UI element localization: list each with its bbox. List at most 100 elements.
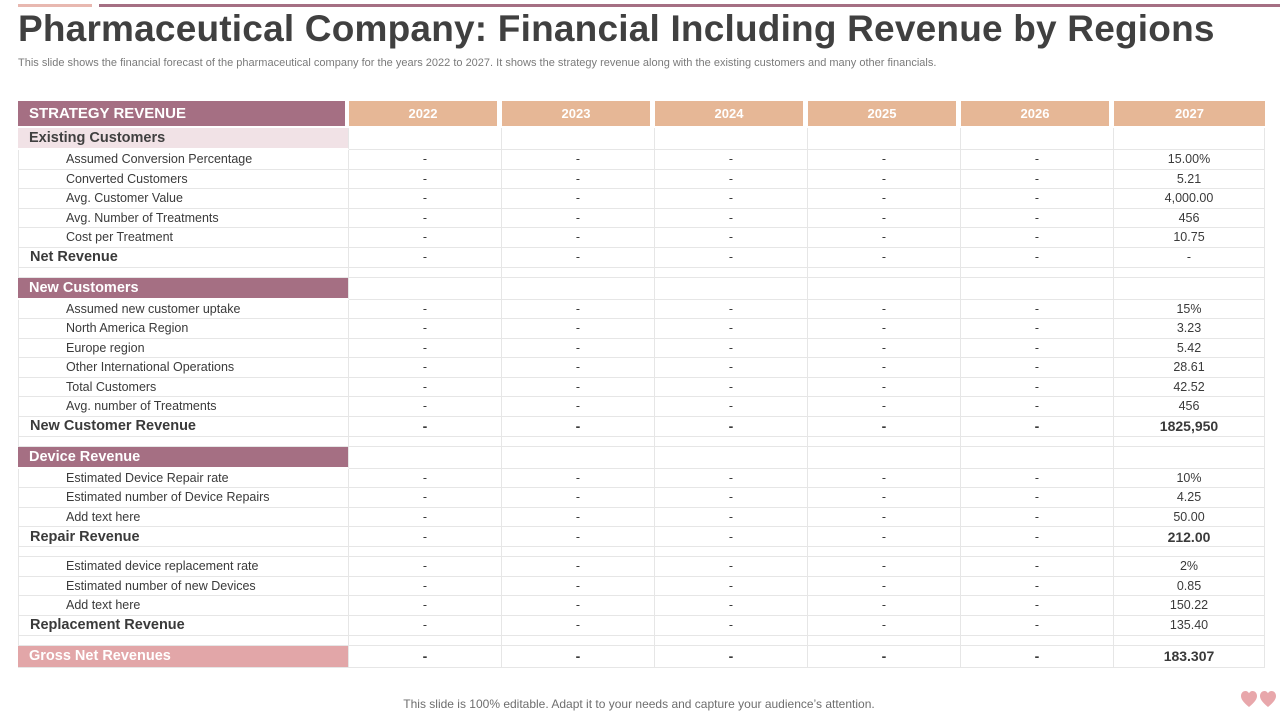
value-cell: - xyxy=(502,228,655,248)
row-label: Repair Revenue xyxy=(18,527,349,547)
value-cell: - xyxy=(502,189,655,209)
section-device-revenue-empty-cell xyxy=(961,446,1114,469)
value-cell: - xyxy=(961,377,1114,397)
table-row: Assumed new customer uptake - - - - -15% xyxy=(18,299,1265,319)
value-cell: 15.00% xyxy=(1114,150,1265,170)
spacer-row-cell xyxy=(502,267,655,278)
value-cell: - xyxy=(808,397,961,417)
spacer-row xyxy=(18,547,1265,557)
table-row: Estimated number of Device Repairs - - - - -4… xyxy=(18,488,1265,508)
row-label: Estimated Device Repair rate xyxy=(18,468,349,488)
value-cell: - xyxy=(655,338,808,358)
row-label: Other International Operations xyxy=(18,358,349,378)
row-label: North America Region xyxy=(18,319,349,339)
header-year-2023: 2023 xyxy=(502,101,655,128)
value-cell: - xyxy=(808,468,961,488)
value-cell: - xyxy=(808,645,961,668)
value-cell: - xyxy=(808,358,961,378)
value-cell: - xyxy=(1114,247,1265,268)
value-cell: 2% xyxy=(1114,557,1265,577)
section-device-revenue-empty-cell xyxy=(502,446,655,469)
value-cell: 4,000.00 xyxy=(1114,189,1265,209)
value-cell: - xyxy=(349,150,502,170)
value-cell: - xyxy=(655,507,808,527)
value-cell: - xyxy=(349,299,502,319)
value-cell: - xyxy=(655,468,808,488)
row-label: Estimated number of Device Repairs xyxy=(18,488,349,508)
spacer-row-cell xyxy=(502,436,655,447)
table-row: Other International Operations - - - - -28.61 xyxy=(18,358,1265,378)
value-cell: - xyxy=(502,596,655,616)
table-row: Cost per Treatment - - - - -10.75 xyxy=(18,228,1265,248)
value-cell: - xyxy=(349,596,502,616)
value-cell: - xyxy=(349,416,502,437)
strategy-revenue-table: STRATEGY REVENUE 2022 2023 2024 2025 202… xyxy=(18,101,1265,668)
strategy-revenue-table-container: STRATEGY REVENUE 2022 2023 2024 2025 202… xyxy=(18,101,1265,668)
value-cell: - xyxy=(502,169,655,189)
table-row: Total Customers - - - - -42.52 xyxy=(18,377,1265,397)
value-cell: - xyxy=(655,299,808,319)
value-cell: - xyxy=(502,247,655,268)
value-cell: - xyxy=(961,615,1114,636)
value-cell: - xyxy=(502,319,655,339)
table-row: Add text here - - - - -50.00 xyxy=(18,507,1265,527)
value-cell: - xyxy=(655,247,808,268)
value-cell: 15% xyxy=(1114,299,1265,319)
section-existing-customers-label: Existing Customers xyxy=(18,128,349,150)
spacer-row-cell xyxy=(655,436,808,447)
value-cell: - xyxy=(961,247,1114,268)
spacer-row-cell xyxy=(655,635,808,646)
value-cell: - xyxy=(655,319,808,339)
value-cell: - xyxy=(349,615,502,636)
value-cell: - xyxy=(655,527,808,547)
value-cell: - xyxy=(349,377,502,397)
row-label: Add text here xyxy=(18,507,349,527)
table-row: Europe region - - - - -5.42 xyxy=(18,338,1265,358)
value-cell: - xyxy=(502,377,655,397)
value-cell: - xyxy=(961,150,1114,170)
value-cell: 456 xyxy=(1114,397,1265,417)
value-cell: - xyxy=(808,596,961,616)
value-cell: - xyxy=(808,208,961,228)
spacer-row xyxy=(18,267,1265,278)
value-cell: - xyxy=(502,527,655,547)
value-cell: 3.23 xyxy=(1114,319,1265,339)
value-cell: - xyxy=(655,488,808,508)
header-year-2026: 2026 xyxy=(961,101,1114,128)
table-row: Avg. Customer Value - - - - -4,000.00 xyxy=(18,189,1265,209)
table-row: Add text here - - - - -150.22 xyxy=(18,596,1265,616)
hearts-icon xyxy=(1241,691,1276,707)
value-cell: - xyxy=(808,377,961,397)
spacer-row-cell xyxy=(961,547,1114,557)
section-device-revenue-empty-cell xyxy=(808,446,961,469)
value-cell: - xyxy=(655,615,808,636)
value-cell: 183.307 xyxy=(1114,645,1265,668)
row-label: Gross Net Revenues xyxy=(18,645,349,668)
footer-note: This slide is 100% editable. Adapt it to… xyxy=(403,697,875,711)
row-label: Avg. Customer Value xyxy=(18,189,349,209)
value-cell: 135.40 xyxy=(1114,615,1265,636)
value-cell: - xyxy=(961,397,1114,417)
value-cell: 10% xyxy=(1114,468,1265,488)
value-cell: - xyxy=(349,189,502,209)
spacer-row-cell xyxy=(808,635,961,646)
value-cell: - xyxy=(502,416,655,437)
spacer-row-cell xyxy=(349,436,502,447)
value-cell: - xyxy=(808,169,961,189)
value-cell: - xyxy=(961,468,1114,488)
spacer-row-cell xyxy=(18,436,349,447)
value-cell: - xyxy=(655,189,808,209)
spacer-row-cell xyxy=(961,267,1114,278)
row-label: Replacement Revenue xyxy=(18,615,349,636)
total-row-net-revenue: Net Revenue - - - - - - xyxy=(18,247,1265,268)
value-cell: 28.61 xyxy=(1114,358,1265,378)
spacer-row-cell xyxy=(808,436,961,447)
value-cell: - xyxy=(349,468,502,488)
value-cell: - xyxy=(349,645,502,668)
value-cell: - xyxy=(349,507,502,527)
heart-left-icon xyxy=(1241,691,1257,707)
value-cell: - xyxy=(655,416,808,437)
section-existing-customers-empty-cell xyxy=(808,128,961,150)
value-cell: - xyxy=(655,596,808,616)
value-cell: - xyxy=(808,189,961,209)
